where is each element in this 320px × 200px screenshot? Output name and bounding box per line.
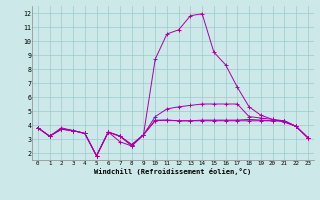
- X-axis label: Windchill (Refroidissement éolien,°C): Windchill (Refroidissement éolien,°C): [94, 168, 252, 175]
